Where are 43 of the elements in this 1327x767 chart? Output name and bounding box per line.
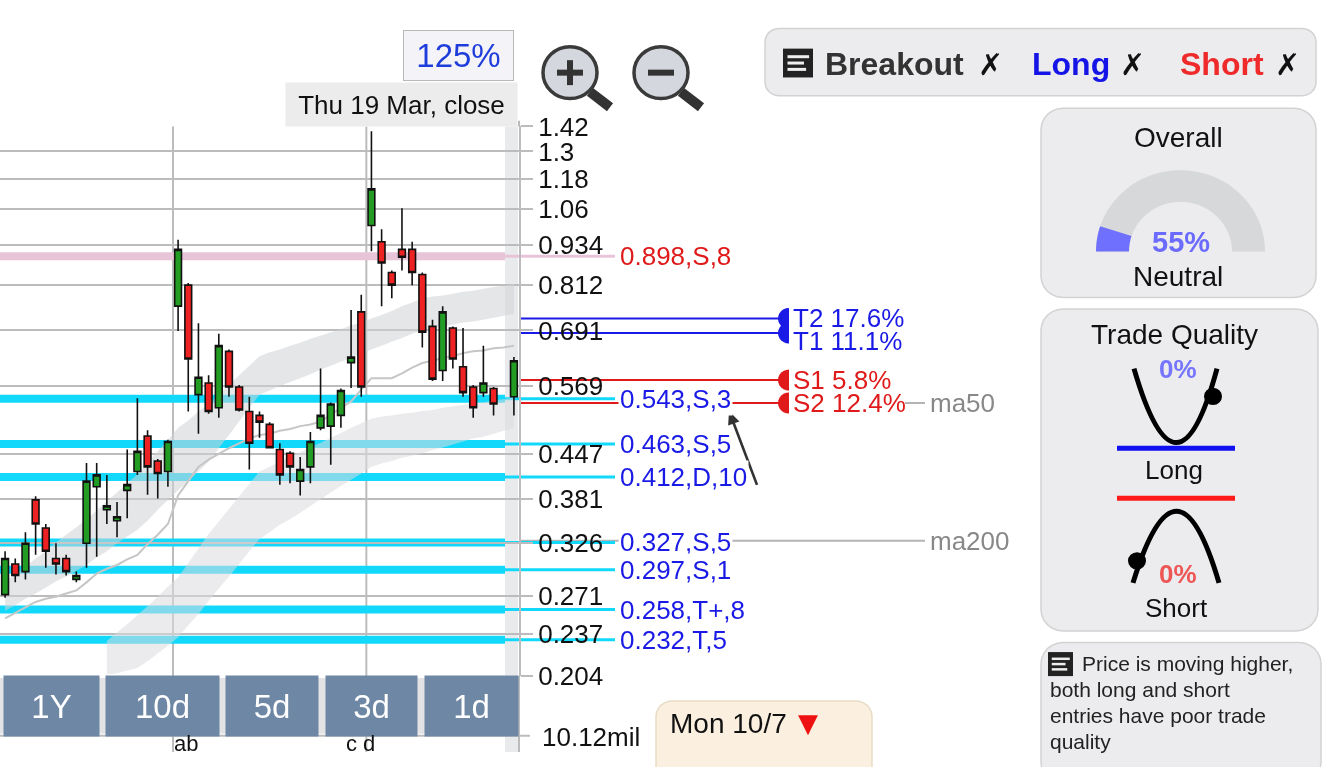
y-tick-label: 0.812	[538, 269, 604, 300]
text: ✗	[1120, 47, 1146, 82]
ref-line-label: ma200	[930, 526, 1010, 556]
ref-line-label: 0.327,S,5	[620, 527, 732, 557]
text: Breakout	[825, 46, 965, 82]
text: Long	[1032, 46, 1111, 82]
text: 5d	[253, 687, 291, 725]
ref-line-label: 0.258,T+,8	[620, 595, 746, 625]
text: 125%	[416, 37, 501, 74]
ref-line-label: 0.412,D,10	[620, 462, 748, 492]
text: 1Y	[31, 687, 72, 725]
text: c d	[346, 731, 376, 756]
y-tick-label: 0.271	[538, 580, 604, 611]
y-tick-label: 0.934	[538, 230, 604, 261]
y-tick-label: 0.381	[538, 484, 604, 515]
text: Short	[1145, 593, 1208, 623]
ref-line-label: 0.898,S,8	[620, 241, 732, 271]
text: ab	[174, 731, 199, 756]
ref-line-label: 0.232,T,5	[620, 625, 727, 655]
text: Thu 19 Mar, close	[298, 89, 505, 120]
ref-line-label: ma50	[930, 388, 996, 418]
text: Overall	[1134, 122, 1223, 153]
y-tick-label: 0.447	[538, 438, 604, 469]
ref-line-label: 0.463,S,5	[620, 429, 732, 459]
y-tick-label: 1.18	[538, 164, 589, 195]
text: ▼	[798, 708, 818, 738]
text: ✗	[1275, 47, 1301, 82]
text: 1d	[453, 687, 490, 725]
text: 0%	[1159, 354, 1197, 384]
text: 3d	[353, 687, 390, 725]
ref-line-label: 0.297,S,1	[620, 555, 732, 585]
text: Neutral	[1133, 261, 1224, 292]
text: Trade Quality	[1091, 319, 1259, 350]
text: Mon 10/7	[670, 708, 787, 739]
text: 10.12mil	[542, 722, 641, 752]
text: 10d	[134, 687, 191, 725]
y-tick-label: 1.06	[538, 194, 589, 225]
ref-line-label: 0.543,S,3	[620, 384, 732, 414]
text: Short	[1180, 46, 1264, 82]
text: Long	[1145, 455, 1203, 485]
text: 0%	[1159, 559, 1197, 589]
text: ✗	[978, 47, 1004, 82]
y-tick-label: 0.204	[538, 661, 604, 692]
